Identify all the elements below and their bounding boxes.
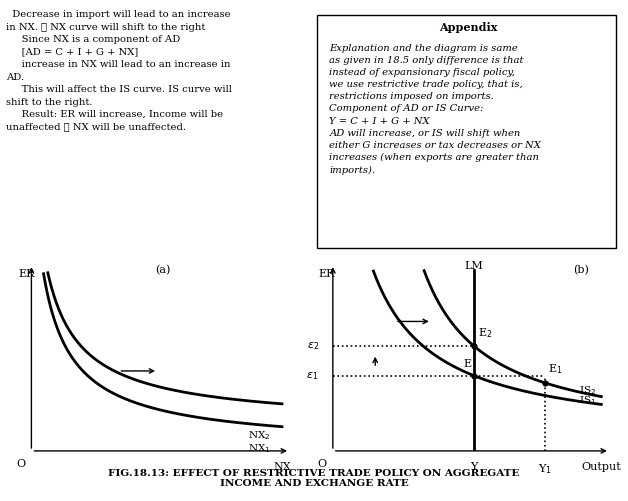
Text: $\epsilon_2$: $\epsilon_2$ [306, 340, 319, 352]
Text: NX: NX [273, 462, 291, 472]
Text: Y$_1$: Y$_1$ [538, 462, 552, 476]
Text: LM: LM [465, 261, 484, 271]
Text: $\epsilon_1$: $\epsilon_1$ [306, 370, 319, 382]
Text: Decrease in import will lead to an increase
in NX. ∴ NX curve will shift to the : Decrease in import will lead to an incre… [6, 10, 232, 132]
Text: IS$_2$: IS$_2$ [579, 384, 596, 397]
Text: E: E [463, 359, 471, 369]
Text: (b): (b) [573, 265, 590, 275]
Text: ER: ER [319, 269, 335, 279]
Text: (a): (a) [156, 265, 171, 275]
Text: Output: Output [582, 462, 621, 472]
Text: NX$_1$: NX$_1$ [247, 442, 270, 455]
Text: E$_1$: E$_1$ [548, 362, 562, 376]
Text: Explanation and the diagram is same
as given in 18.5 only difference is that
ins: Explanation and the diagram is same as g… [330, 44, 541, 174]
Text: O: O [16, 458, 25, 468]
Text: O: O [317, 458, 326, 468]
Text: ER: ER [18, 269, 35, 279]
Text: NX$_2$: NX$_2$ [247, 429, 270, 442]
Text: FIG.18.13: EFFECT OF RESTRICTIVE TRADE POLICY ON AGGREGATE
INCOME AND EXCHANGE R: FIG.18.13: EFFECT OF RESTRICTIVE TRADE P… [108, 469, 520, 488]
Text: IS$_1$: IS$_1$ [579, 394, 596, 407]
Text: E$_2$: E$_2$ [479, 327, 493, 341]
Text: Appendix: Appendix [439, 22, 497, 33]
Text: Y: Y [470, 462, 478, 472]
